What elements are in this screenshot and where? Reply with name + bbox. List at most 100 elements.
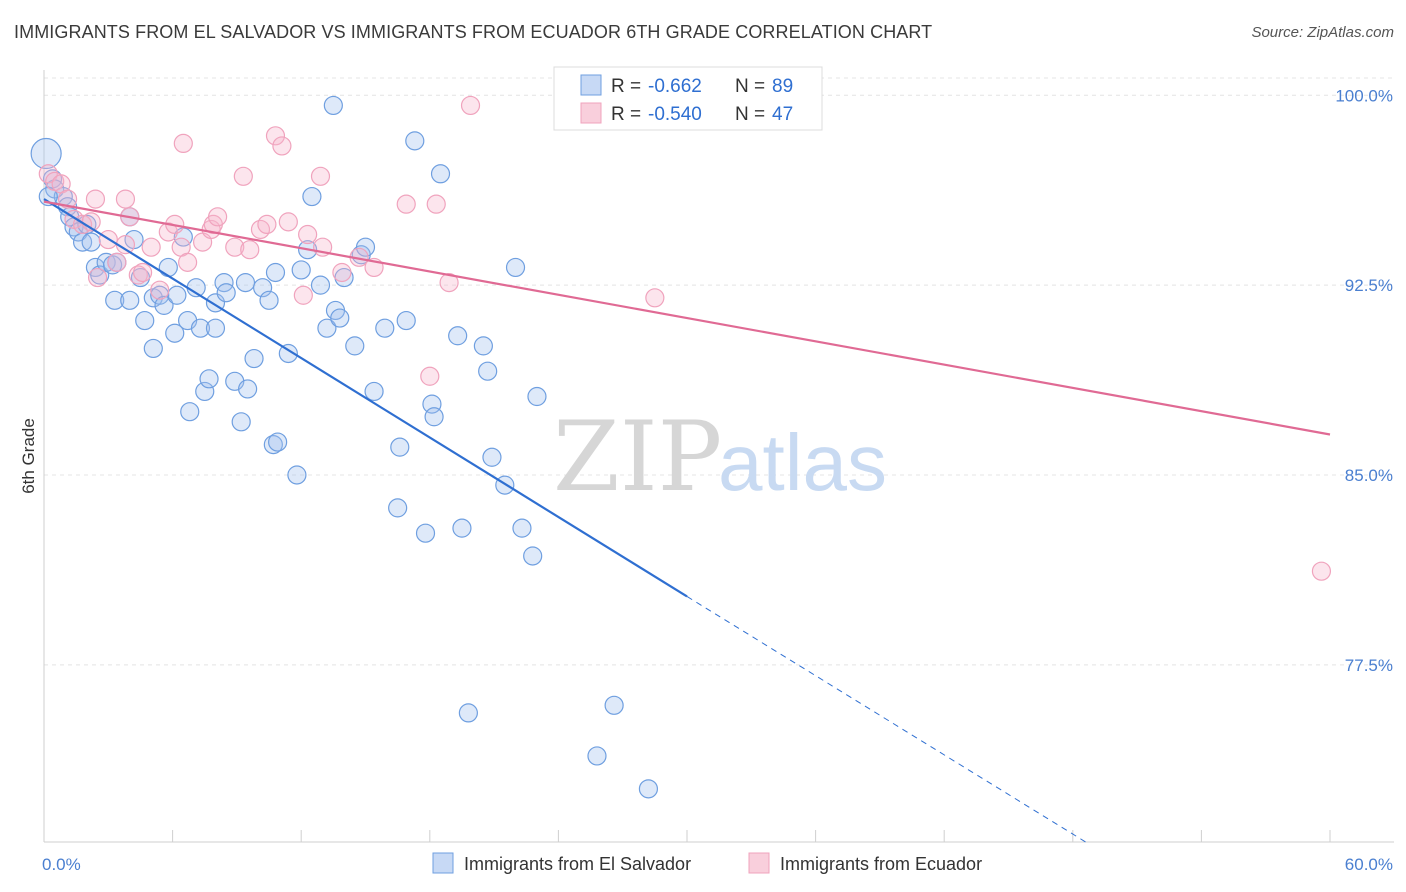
- point-ecuador-45: [439, 273, 459, 293]
- point-el-salvador-39: [216, 283, 236, 303]
- point-el-salvador-84: [527, 386, 547, 407]
- trend-line-el-salvador: [43, 198, 688, 598]
- y-axis-label: 6th Grade: [19, 418, 38, 494]
- point-el-salvador-51: [287, 465, 307, 485]
- grid-lines: [44, 77, 1394, 666]
- point-ecuador-35: [293, 285, 313, 305]
- point-el-salvador-70: [415, 523, 436, 543]
- point-ecuador-44: [426, 194, 446, 214]
- data-points: [30, 95, 1332, 799]
- point-ecuador-30: [250, 219, 271, 240]
- point-ecuador-47: [645, 288, 665, 308]
- legend-n-label-1: N =: [735, 76, 765, 97]
- point-ecuador-7: [85, 189, 106, 209]
- point-el-salvador-26: [158, 257, 178, 278]
- point-el-salvador-81: [505, 257, 526, 278]
- point-ecuador-16: [141, 237, 161, 257]
- point-el-salvador-27: [165, 323, 185, 343]
- point-el-salvador-25: [154, 295, 174, 315]
- correlation-legend: R = -0.662 N = 89 R = -0.540 N = 47: [553, 66, 823, 131]
- point-ecuador-48: [1311, 561, 1332, 581]
- legend-r-label-1: R =: [611, 76, 641, 97]
- point-el-salvador-44: [244, 348, 264, 369]
- point-el-salvador-82: [512, 518, 532, 538]
- point-el-salvador-21: [135, 310, 155, 331]
- legend-n-value-1: 89: [772, 76, 793, 97]
- trend-line-ecuador: [43, 200, 1331, 436]
- point-el-salvador-63: [355, 237, 376, 257]
- y-tick-label-1: 92.5%: [1345, 276, 1393, 295]
- point-el-salvador-19: [120, 290, 140, 310]
- point-ecuador-31: [257, 214, 277, 234]
- bottom-legend-label-el-salvador: Immigrants from El Salvador: [464, 854, 691, 874]
- point-ecuador-8: [87, 267, 108, 288]
- legend-r-label-2: R =: [611, 104, 641, 125]
- y-tick-label-3: 77.5%: [1345, 656, 1393, 675]
- legend-n-label-2: N =: [735, 104, 765, 125]
- legend-swatch-el-salvador: [580, 74, 602, 96]
- y-tick-labels: 100.0% 92.5% 85.0% 77.5%: [1335, 86, 1393, 675]
- point-el-salvador-52: [291, 260, 311, 280]
- point-el-salvador-35: [199, 369, 219, 389]
- point-ecuador-26: [208, 207, 228, 227]
- point-ecuador-12: [115, 189, 136, 209]
- point-el-salvador-46: [259, 290, 279, 310]
- point-el-salvador-57: [323, 95, 343, 116]
- y-tick-label-2: 85.0%: [1345, 466, 1393, 485]
- series-legend: Immigrants from El Salvador Immigrants f…: [432, 852, 982, 874]
- point-ecuador-39: [332, 262, 352, 283]
- point-ecuador-36: [298, 224, 318, 245]
- point-el-salvador-69: [405, 131, 425, 151]
- point-el-salvador-72: [424, 407, 444, 427]
- point-ecuador-17: [150, 280, 170, 300]
- legend-r-value-2: -0.540: [648, 104, 702, 125]
- watermark: ZIP atlas: [553, 401, 887, 513]
- point-el-salvador-85: [587, 746, 607, 766]
- legend-n-value-2: 47: [772, 104, 793, 125]
- point-el-salvador-23: [143, 338, 163, 359]
- point-ecuador-33: [272, 136, 292, 156]
- point-el-salvador-48: [268, 432, 288, 452]
- point-el-salvador-75: [452, 518, 472, 538]
- point-ecuador-10: [107, 252, 127, 272]
- point-ecuador-18: [158, 222, 178, 242]
- point-el-salvador-50: [278, 343, 298, 364]
- point-el-salvador-73: [430, 164, 451, 184]
- x-tick-label-0: 0.0%: [42, 855, 81, 874]
- point-el-salvador-12: [90, 265, 110, 285]
- point-ecuador-0: [38, 164, 58, 184]
- point-el-salvador-34: [195, 381, 215, 402]
- point-ecuador-37: [310, 166, 331, 186]
- bottom-legend-swatch-el-salvador: [432, 852, 454, 874]
- point-el-salvador-76: [458, 703, 478, 723]
- point-el-salvador-77: [473, 336, 493, 356]
- point-ecuador-22: [178, 252, 198, 272]
- watermark-atlas: atlas: [718, 418, 887, 507]
- point-el-salvador-33: [190, 318, 211, 338]
- point-el-salvador-61: [345, 336, 365, 356]
- source-credit: Source: ZipAtlas.com: [1251, 24, 1394, 41]
- chart-title: IMMIGRANTS FROM EL SALVADOR VS IMMIGRANT…: [14, 22, 933, 42]
- trend-line-extension-el-salvador: [686, 596, 1086, 843]
- point-el-salvador-31: [180, 402, 200, 422]
- x-tick-labels: 0.0% 60.0%: [42, 855, 1393, 874]
- point-ecuador-28: [233, 166, 253, 186]
- point-el-salvador-54: [302, 186, 322, 207]
- point-el-salvador-10: [81, 232, 101, 252]
- point-el-salvador-79: [482, 447, 502, 467]
- point-el-salvador-18: [105, 290, 125, 310]
- point-el-salvador-65: [375, 318, 395, 338]
- point-el-salvador-83: [523, 546, 543, 566]
- point-ecuador-42: [396, 194, 416, 214]
- point-el-salvador-74: [448, 326, 468, 346]
- point-el-salvador-64: [364, 381, 384, 402]
- point-el-salvador-55: [310, 275, 331, 295]
- y-tick-label-0: 100.0%: [1335, 86, 1393, 105]
- point-ecuador-3: [57, 189, 78, 209]
- point-el-salvador-56: [317, 318, 337, 338]
- point-el-salvador-42: [235, 273, 256, 293]
- point-el-salvador-43: [238, 379, 258, 399]
- point-el-salvador-78: [478, 361, 498, 381]
- point-ecuador-21: [173, 133, 193, 154]
